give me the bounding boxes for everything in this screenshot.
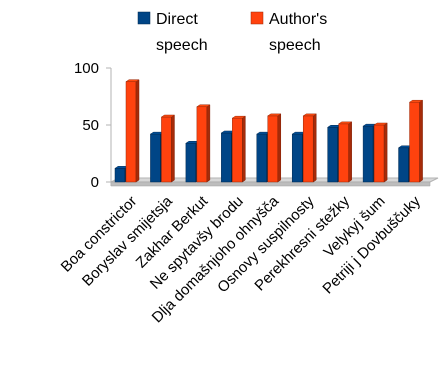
bar-front [150, 133, 161, 183]
legend-swatch [137, 11, 151, 25]
bar-side [383, 122, 388, 183]
bar-top [125, 79, 140, 82]
legend-item-direct-speech: Direct speech [137, 11, 208, 54]
bar-authors-speech [373, 122, 388, 183]
bar-authors-speech [337, 121, 353, 183]
bar-side [171, 114, 175, 183]
bar-front [256, 133, 268, 183]
bar-authors-speech [266, 113, 282, 183]
bar-front [398, 147, 409, 183]
bar-front [125, 81, 137, 183]
bar-side [348, 121, 352, 183]
bar-side [419, 99, 423, 183]
bar-front [327, 127, 338, 183]
y-tick-label: 0 [91, 174, 99, 191]
bar-top [337, 121, 353, 125]
bar-top [160, 114, 176, 118]
bar-front [362, 125, 374, 183]
bar-front [267, 115, 279, 183]
legend-swatch [250, 11, 264, 25]
y-tick-label: 50 [82, 117, 99, 134]
bar-authors-speech [125, 79, 140, 183]
bar-side [277, 113, 282, 183]
bar-side [206, 104, 211, 183]
bar-front [221, 132, 232, 183]
bar-authors-speech [231, 115, 247, 183]
bar-front [291, 133, 303, 183]
legend-label: Direct [156, 11, 198, 28]
bar-top [231, 115, 247, 119]
bar-top [373, 122, 388, 126]
chart-floor-edge [110, 181, 431, 187]
bar-top [408, 99, 424, 103]
bar-front [114, 168, 126, 183]
bar-front [185, 142, 197, 183]
bar-top [266, 113, 282, 117]
legend-label: speech [269, 37, 321, 54]
bar-authors-speech [160, 114, 176, 183]
y-tick-label: 100 [74, 60, 99, 77]
bar-front [302, 115, 314, 183]
bar-authors-speech [196, 104, 211, 183]
bar-front [409, 101, 420, 183]
bar-side [312, 113, 317, 183]
bar-front [373, 124, 385, 183]
bar-authors-speech [302, 113, 318, 183]
bar-front [338, 123, 349, 183]
legend-label: Author's [269, 11, 327, 28]
bar-front [232, 117, 243, 183]
bar-top [196, 104, 211, 108]
bar-front [161, 116, 172, 183]
bar-top [302, 113, 318, 117]
bar-side [135, 79, 140, 183]
legend-item-authors-speech: Author's speech [250, 11, 327, 54]
bar-front [196, 106, 208, 183]
legend-label: speech [156, 37, 208, 54]
bar-authors-speech [408, 99, 424, 183]
bar-side [242, 115, 246, 183]
